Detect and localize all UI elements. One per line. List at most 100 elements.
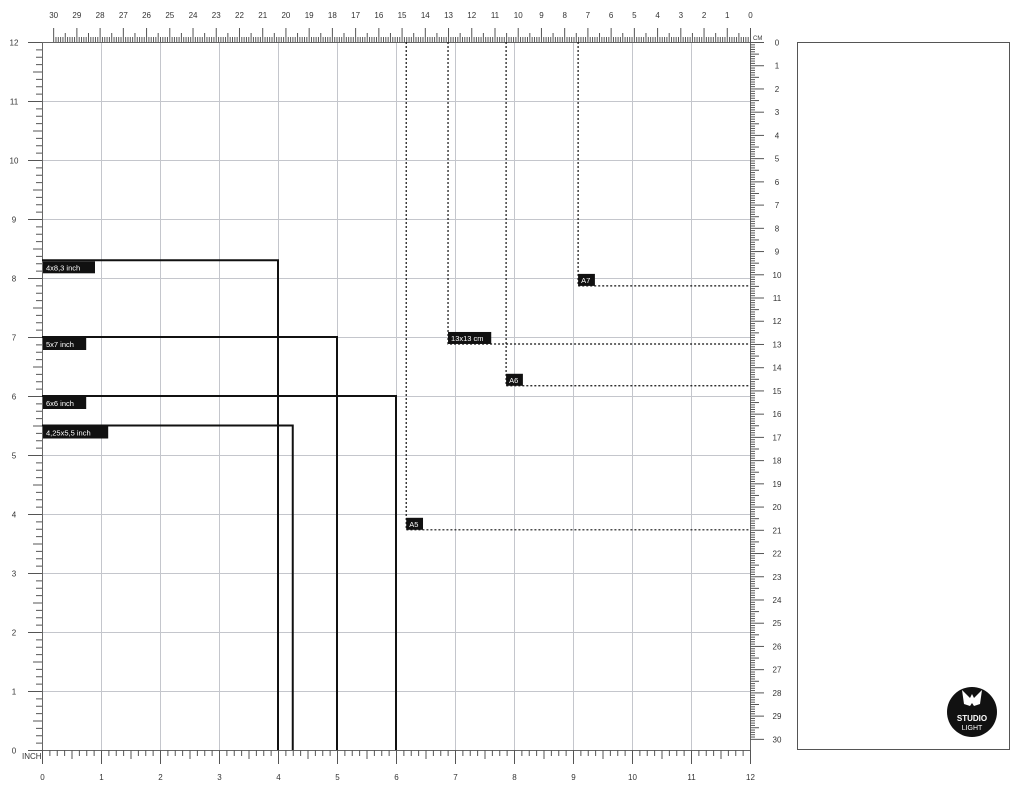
shapes: 4x8,3 inch 5x7 inch 6x6 inch 4,25x5,5 inch A… (42, 42, 750, 750)
cm-label-right: 20 (773, 503, 782, 512)
inch-label-bottom: 1 (99, 773, 104, 782)
cm-label-right: 23 (773, 573, 782, 582)
cm-template-label-bg (448, 331, 492, 344)
logo-line2: LIGHT (962, 725, 983, 732)
cm-label-top: 2 (702, 11, 707, 20)
cm-label-right: 8 (775, 224, 780, 233)
cm-label-top: 30 (49, 11, 58, 20)
cm-label-right: 3 (775, 108, 780, 117)
cm-label-top: 26 (142, 11, 151, 20)
cm-label-right: 19 (773, 480, 782, 489)
inch-label-bottom: 11 (687, 773, 696, 782)
cm-label-right: 18 (773, 457, 782, 466)
cm-label-right: 27 (773, 666, 782, 675)
inch-template-outline (42, 259, 279, 750)
cm-template-outline (505, 42, 750, 387)
inch-template-label: 4,25x5,5 inch (46, 429, 91, 438)
cm-label-top: 6 (609, 11, 614, 20)
cm-label-right: 15 (773, 387, 782, 396)
inch-label-bottom: 7 (453, 773, 458, 782)
inch-template-outline (42, 336, 338, 750)
cm-label-top: 20 (281, 11, 290, 20)
cm-label-top: 27 (119, 11, 128, 20)
cm-label-right: 10 (773, 271, 782, 280)
inch-label-left: 4 (12, 511, 17, 520)
logo-line1: STUDIO (957, 714, 987, 723)
cm-template-label: 13x13 cm (451, 334, 484, 343)
side-panel (797, 42, 1010, 750)
cm-label-right: 28 (773, 689, 782, 698)
cm-label-top: 19 (305, 11, 314, 20)
cm-template-label: A6 (509, 376, 518, 385)
inch-unit-label: INCH (22, 752, 42, 761)
cm-label-right: 13 (773, 340, 782, 349)
rulers: 0 1 2 3 4 5 6 7 8 9 10 11 12012345678910111201234567… (10, 11, 782, 782)
cm-label-top: 29 (72, 11, 81, 20)
cm-label-right: 25 (773, 619, 782, 628)
cm-label-top: 11 (491, 11, 500, 20)
cm-label-top: 15 (398, 11, 407, 20)
inch-label-left: 8 (12, 275, 17, 284)
inch-label-bottom: 6 (394, 773, 399, 782)
cm-label-right: 1 (775, 62, 780, 71)
cm-label-top: 23 (212, 11, 221, 20)
inch-template-label-bg (43, 397, 87, 409)
cm-label-top: 28 (96, 11, 105, 20)
cm-label-right: 30 (773, 735, 782, 744)
cm-label-right: 16 (773, 410, 782, 419)
cm-label-top: 0 (748, 11, 753, 20)
cm-label-top: 10 (514, 11, 523, 20)
inch-label-bottom: 9 (571, 773, 576, 782)
cm-label-top: 3 (679, 11, 684, 20)
inch-template-label-bg (43, 426, 109, 439)
cm-unit-label: CM (753, 36, 762, 42)
cm-label-top: 22 (235, 11, 244, 20)
inch-label-left: 6 (12, 393, 17, 402)
inch-label-bottom: 12 (746, 773, 755, 782)
cm-label-top: 17 (351, 11, 360, 20)
cm-label-top: 8 (562, 11, 567, 20)
cm-label-top: 5 (632, 11, 637, 20)
inch-label-left: 7 (12, 334, 17, 343)
inch-label-left: 10 (10, 157, 19, 166)
cm-template-label-bg (406, 517, 424, 530)
cm-label-top: 9 (539, 11, 544, 20)
cm-label-right: 11 (773, 294, 782, 303)
inch-label-bottom: 10 (628, 773, 637, 782)
inch-label-bottom: 2 (158, 773, 163, 782)
cm-label-top: 21 (258, 11, 267, 20)
cm-label-top: 18 (328, 11, 337, 20)
inch-label-left: 2 (12, 629, 17, 638)
inch-template-label-bg (43, 261, 95, 274)
cm-label-top: 25 (165, 11, 174, 20)
inch-label-left: 1 (12, 688, 17, 697)
cm-label-top: 14 (421, 11, 430, 20)
inch-label-bottom: 4 (276, 773, 281, 782)
cm-label-top: 7 (586, 11, 591, 20)
cm-label-right: 7 (775, 201, 780, 210)
cm-label-right: 17 (773, 433, 782, 442)
cm-label-right: 9 (775, 248, 780, 257)
inch-label-left: 11 (10, 98, 19, 107)
cm-template-outline (577, 42, 750, 287)
cm-label-right: 0 (775, 39, 780, 48)
cm-label-right: 2 (775, 85, 780, 94)
cm-template-label-bg (578, 273, 595, 286)
cm-label-right: 26 (773, 642, 782, 651)
cm-label-right: 29 (773, 712, 782, 721)
inch-template-outline (42, 424, 294, 750)
cm-label-right: 14 (773, 364, 782, 373)
cm-template-outline (447, 42, 750, 345)
inch-label-left: 9 (12, 216, 17, 225)
inch-label-bottom: 5 (335, 773, 340, 782)
inch-label-left: 12 (10, 39, 19, 48)
inch-template-outline (42, 395, 397, 750)
cm-label-right: 6 (775, 178, 780, 187)
inch-label-bottom: 3 (217, 773, 222, 782)
inch-label-bottom: 0 (40, 773, 45, 782)
cm-template-label: A5 (409, 520, 418, 529)
cm-label-right: 12 (773, 317, 782, 326)
cm-label-top: 12 (467, 11, 476, 20)
cm-template-outline (405, 42, 750, 531)
